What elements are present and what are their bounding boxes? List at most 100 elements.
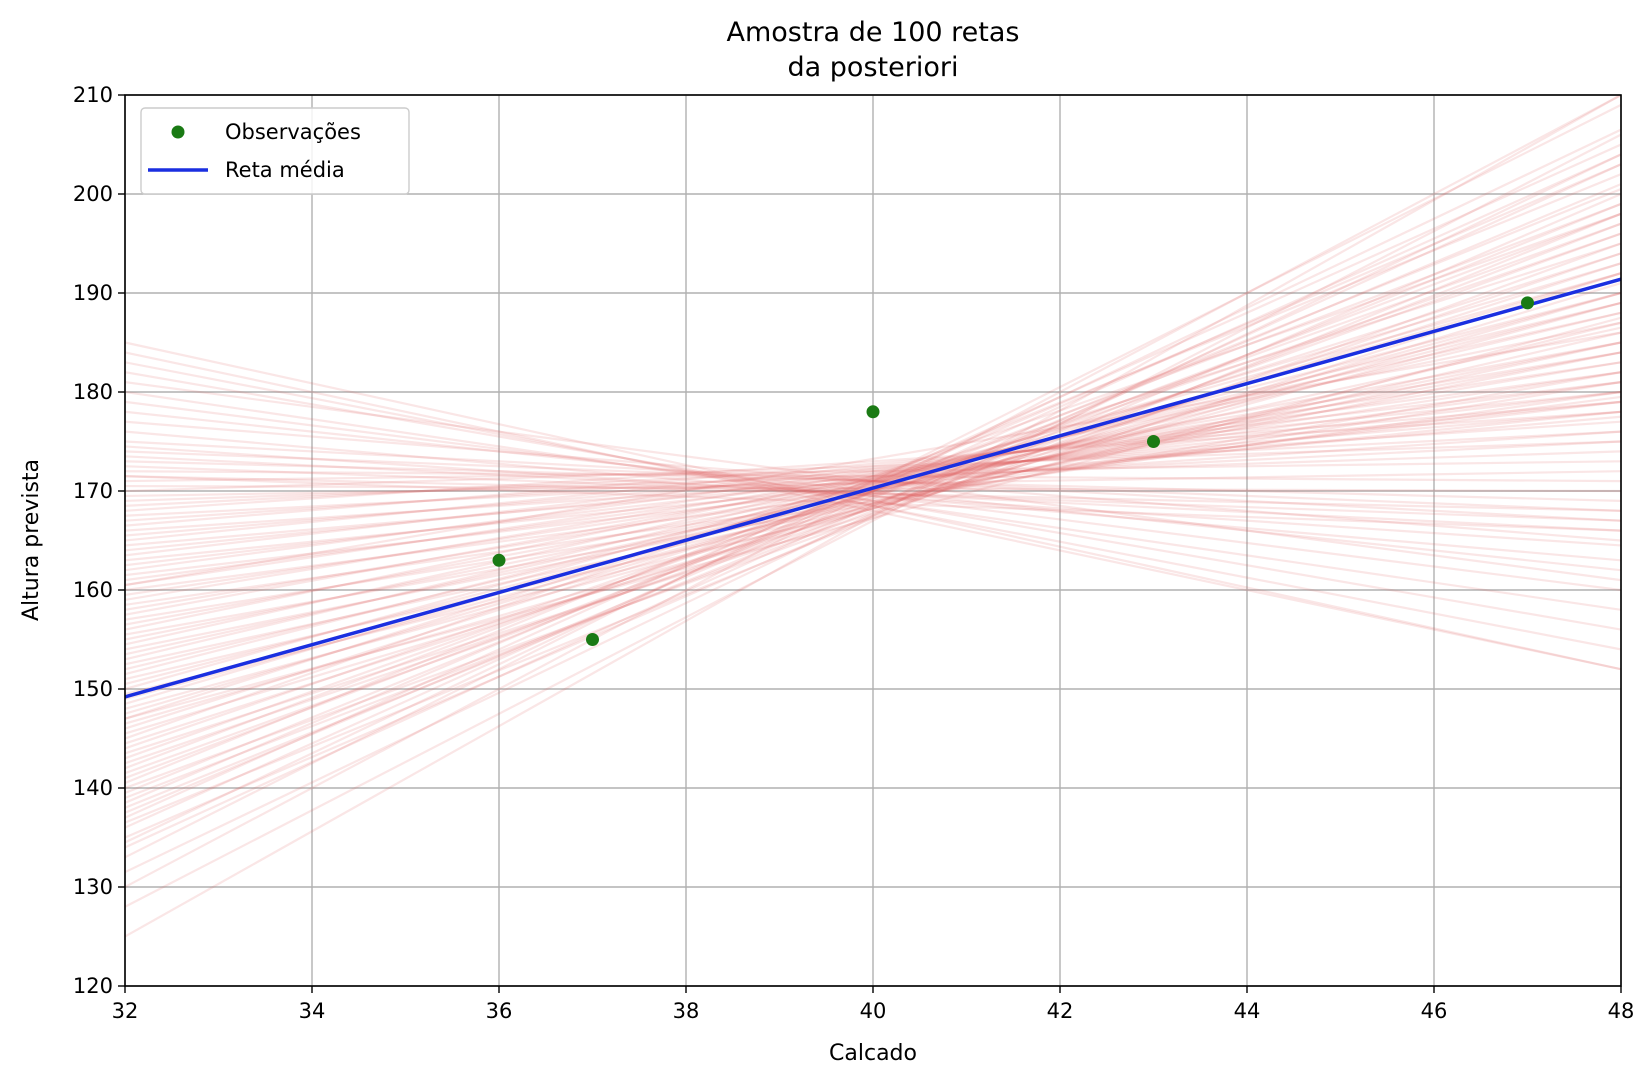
posterior-sample-line [125,232,1621,750]
posterior-sample-line [125,321,1621,696]
posterior-sample-line [125,262,1621,745]
posterior-sample-line [125,103,1621,859]
posterior-sample-line [125,192,1621,839]
legend-box [140,107,410,195]
posterior-sample-line [125,173,1621,785]
posterior-sample-line [125,440,1621,517]
y-tick-label: 120 [73,974,113,998]
mean-line-group [125,277,1621,699]
y-tick-label: 180 [73,380,113,404]
y-tick-label: 190 [73,281,113,305]
mean-line [125,277,1621,699]
posterior-sample-line [125,232,1621,775]
posterior-sample-line [125,95,1621,938]
posterior-sample-line [125,301,1621,710]
legend: Observações Reta média [140,107,410,195]
posterior-sample-line [125,163,1621,804]
posterior-sample-line [125,381,1621,582]
y-tick-label: 140 [73,776,113,800]
posterior-sample-line [125,415,1621,547]
posterior-sample-line [125,450,1621,502]
posterior-sample-line [125,163,1621,849]
x-tick-label: 32 [112,999,139,1023]
posterior-sample-line [125,400,1621,527]
posterior-sample-line [125,361,1621,611]
posterior-sample-line [125,153,1621,874]
posterior-sample-line [125,455,1621,532]
posterior-sample-line [125,341,1621,616]
posterior-sample-line [125,400,1621,552]
posterior-sample-line [125,351,1621,601]
posterior-sample-line [125,460,1621,502]
x-axis-label: Calcado [829,1041,917,1066]
posterior-sample-line [125,212,1621,740]
x-tick-label: 42 [1047,999,1074,1023]
observation-point [1147,435,1160,448]
posterior-sample-line [125,470,1621,483]
posterior-sample-line [125,361,1621,587]
posterior-sample-line [125,133,1621,908]
posterior-sample-line [125,212,1621,780]
posterior-sample-line [125,212,1621,824]
posterior-sample-line [125,410,1621,537]
posterior-sample-line [125,242,1621,720]
posterior-sample-line [125,361,1621,651]
posterior-sample-line [125,311,1621,671]
posterior-sample-line [125,390,1621,542]
x-tick-label: 48 [1608,999,1635,1023]
posterior-sample-line [125,242,1621,790]
posterior-sample-line [125,475,1621,512]
posterior-sample-line [125,410,1621,562]
observation-point [1521,296,1534,310]
legend-mean-line-label: Reta média [225,158,345,182]
posterior-sample-line [125,430,1621,507]
posterior-sample-line [125,371,1621,631]
x-tick-label: 38 [673,999,700,1023]
posterior-sample-line [125,460,1621,483]
axis-ticks: 32 34 36 38 40 42 44 46 48 120 130 140 150 160 170 180 1… [73,83,1634,1023]
posterior-sample-line [125,188,1621,794]
x-tick-label: 44 [1234,999,1261,1023]
posterior-sample-line [125,301,1621,661]
x-tick-label: 46 [1421,999,1448,1023]
posterior-sample-line [125,291,1621,700]
y-tick-label: 200 [73,182,113,206]
y-tick-label: 130 [73,875,113,899]
posterior-sample-line [125,450,1621,512]
posterior-sample-line [125,371,1621,597]
observation-points [492,296,1534,646]
posterior-sample-line [125,262,1621,705]
chart-title-line2: da posteriori [788,52,959,83]
observation-point [866,405,880,419]
posterior-sample-line [125,252,1621,730]
posterior-sample-line [125,222,1621,799]
posterior-sample-line [125,183,1621,814]
posterior-sample-line [125,410,1621,512]
posterior-sample-line [125,420,1621,522]
legend-observations-marker [171,125,185,139]
posterior-sample-line [125,351,1621,671]
posterior-sample-line [125,222,1621,760]
posterior-sample-lines [125,95,1621,938]
posterior-sample-line [125,321,1621,631]
legend-observations-label: Observações [225,120,361,144]
posterior-sample-line [125,395,1621,592]
posterior-sample-line [125,282,1621,735]
posterior-sample-line [125,301,1621,686]
posterior-sample-line [125,272,1621,715]
posterior-sample-line [125,371,1621,636]
posterior-sample-line [125,128,1621,844]
posterior-sample-line [125,381,1621,582]
y-tick-label: 150 [73,677,113,701]
posterior-sample-line [125,430,1621,532]
y-tick-label: 170 [73,479,113,503]
posterior-sample-line [125,331,1621,681]
posterior-sample-line [125,341,1621,641]
posterior-sample-line [125,390,1621,606]
posterior-sample-line [125,153,1621,829]
observation-point [492,553,506,567]
y-tick-label: 160 [73,578,113,602]
y-axis-label: Altura prevista [19,459,44,621]
posterior-sample-line [125,400,1621,592]
